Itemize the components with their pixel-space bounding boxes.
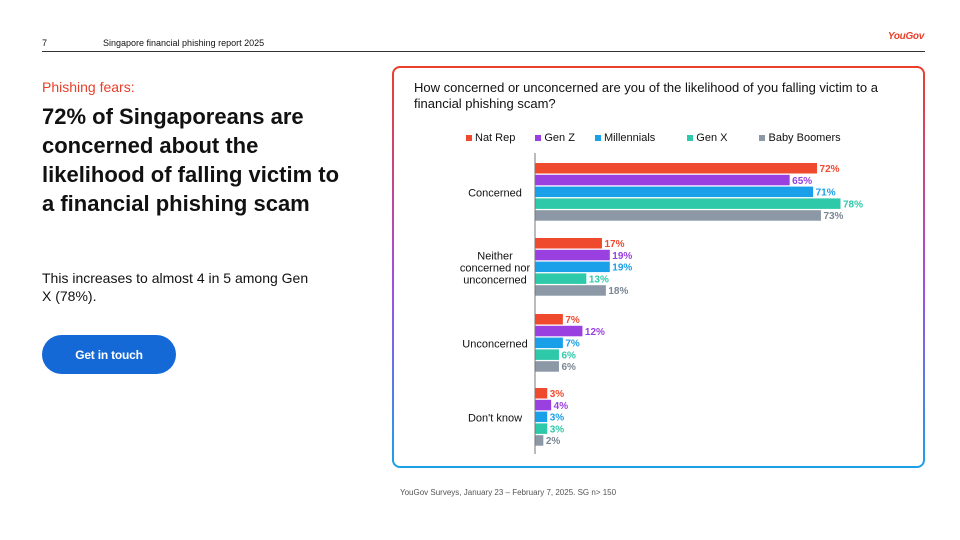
- legend-label: Gen X: [696, 132, 728, 144]
- legend-swatch: [466, 135, 472, 141]
- data-label: 78%: [843, 199, 863, 210]
- data-label: 17%: [604, 239, 624, 250]
- bar: [535, 314, 563, 325]
- bar: [535, 337, 563, 349]
- bar: [535, 174, 790, 186]
- legend-swatch: [687, 135, 694, 141]
- data-label: 7%: [565, 339, 580, 350]
- legend-item: Gen X: [687, 132, 727, 144]
- chart-card: [392, 66, 925, 468]
- bar: [535, 361, 559, 372]
- chart-title: How concerned or unconcerned are you of …: [414, 80, 878, 111]
- data-label: 65%: [792, 176, 812, 187]
- bar: [535, 186, 814, 198]
- bar: [535, 411, 548, 423]
- bar-chart: Concerned 72% 65% 71% 78%73% Neither concerned…: [460, 153, 863, 454]
- data-label: 19%: [612, 251, 632, 262]
- bar: [535, 325, 583, 337]
- data-label: 71%: [816, 188, 836, 199]
- category-label: Don't know: [468, 413, 522, 425]
- bar: [535, 249, 610, 261]
- legend-item: Millennials: [594, 132, 656, 144]
- chart-legend: Nat Rep Gen Z Millennials Gen X Baby Boomers: [466, 132, 841, 144]
- legend-swatch: [759, 135, 766, 141]
- category-label: Neither concerned nor unconcerned: [460, 251, 531, 287]
- data-label: 3%: [550, 424, 565, 435]
- eyebrow-label: Phishing fears:: [42, 79, 135, 95]
- bar: [535, 423, 548, 434]
- legend-label: Nat Rep: [475, 132, 516, 144]
- bar: [535, 285, 606, 296]
- category-label: Unconcerned: [462, 339, 527, 351]
- subtext: This increases to almost 4 in 5 among Ge…: [42, 270, 309, 304]
- bar: [535, 210, 821, 221]
- legend-swatch: [594, 135, 601, 141]
- bar: [535, 163, 818, 174]
- data-label: 2%: [546, 436, 561, 447]
- bar: [535, 349, 559, 360]
- data-label: 19%: [612, 263, 632, 274]
- legend-label: Gen Z: [544, 132, 575, 144]
- data-label: 3%: [550, 413, 565, 424]
- data-label: 6%: [561, 350, 576, 361]
- bar: [535, 261, 610, 273]
- legend-label: Baby Boomers: [768, 132, 841, 144]
- data-label: 18%: [608, 286, 628, 297]
- data-label: 3%: [550, 389, 565, 400]
- data-label: 4%: [554, 401, 569, 412]
- bar: [535, 238, 602, 249]
- category-label: Concerned: [468, 188, 522, 200]
- legend-item: Nat Rep: [466, 132, 515, 144]
- yougov-logo[interactable]: YouGov: [887, 31, 924, 42]
- data-label: 13%: [589, 274, 609, 285]
- report-title: Singapore financial phishing report 2025: [103, 38, 265, 48]
- data-label: 6%: [561, 362, 576, 373]
- data-label: 72%: [820, 164, 840, 175]
- legend-swatch: [535, 135, 542, 141]
- legend-label: Millennials: [603, 132, 656, 144]
- header-divider: [42, 51, 925, 52]
- data-label: 73%: [823, 211, 843, 222]
- legend-item: Baby Boomers: [759, 132, 841, 144]
- bar: [535, 399, 552, 411]
- bar: [535, 435, 544, 446]
- get-in-touch-button[interactable]: Get in touch: [42, 335, 176, 374]
- footnote: YouGov Surveys, January 23 – February 7,…: [400, 488, 617, 497]
- data-label: 7%: [565, 315, 580, 326]
- bar: [535, 388, 548, 399]
- bar: [535, 198, 841, 209]
- headline: 72% of Singaporeans are concerned about …: [42, 104, 340, 216]
- legend-item: Gen Z: [535, 132, 575, 144]
- page-number: 7: [42, 38, 48, 48]
- bar: [535, 273, 587, 284]
- data-label: 12%: [585, 327, 605, 338]
